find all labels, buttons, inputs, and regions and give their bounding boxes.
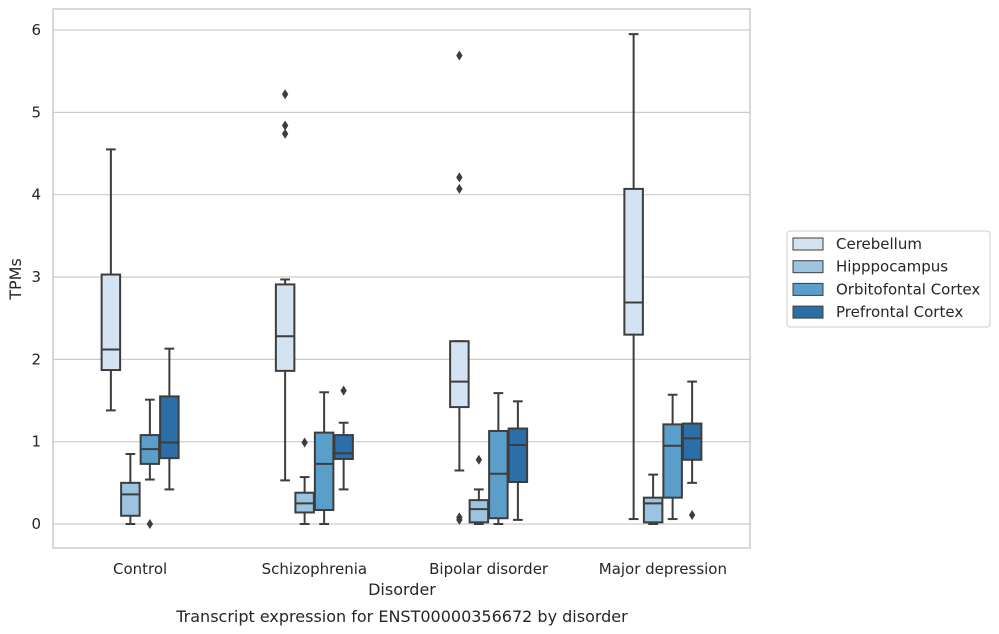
legend-label: Prefrontal Cortex [836,303,963,321]
outlier-point [456,50,463,61]
box-hipppocampus [468,454,490,525]
y-tick-label: 6 [31,21,41,39]
x-axis-ticks: Control Schizophrenia Bipolar disorder Majo… [113,560,727,578]
box-body [623,187,644,336]
y-axis-ticks: 0 1 2 3 4 5 6 [31,21,41,533]
box-prefrontal-cortex [681,380,703,520]
legend: Cerebellum Hipppocampus Orbitofontal Corte… [786,230,991,328]
x-tick-label: Bipolar disorder [429,560,549,578]
legend-label: Cerebellum [836,235,922,253]
box-prefrontal-cortex [159,347,180,491]
outlier-point [281,120,289,131]
y-tick-label: 1 [31,433,41,451]
box-body [642,496,664,524]
outlier-point [475,454,483,465]
box-body [449,340,470,409]
box-body [159,395,180,460]
box-prefrontal-cortex [507,400,529,521]
y-tick-label: 3 [31,268,41,286]
box-hipppocampus [642,473,664,525]
box-body [333,434,354,460]
box-orbitofontal-cortex [662,393,683,521]
outlier-point [456,172,463,183]
x-tick-label: Major depression [599,560,727,578]
x-tick-label: Control [113,560,167,578]
box-prefrontal-cortex [333,385,354,491]
outlier-point [456,183,463,194]
box-body [662,423,683,499]
box-body [274,283,296,372]
legend-frame [786,230,991,328]
box-body [313,431,335,512]
y-axis-title: TPMs [6,258,25,301]
outlier-point [688,509,696,520]
outlier-point [146,519,154,529]
y-tick-label: 5 [31,103,41,121]
box-body [507,427,529,484]
box-orbitofontal-cortex [313,391,335,525]
boxes [100,33,703,529]
box-orbitofontal-cortex [488,392,509,525]
outlier-point [456,512,463,523]
box-body [681,422,703,461]
box-cerebellum [100,148,122,412]
box-cerebellum [623,33,644,521]
legend-label: Hipppocampus [836,258,948,276]
box-cerebellum [449,50,470,525]
y-tick-label: 0 [31,515,41,533]
plot-area-frame [52,8,751,549]
legend-swatch [792,260,824,274]
x-axis-title: Disorder [368,580,436,599]
box-body [100,273,122,372]
box-hipppocampus [294,437,315,525]
chart-caption: Transcript expression for ENST0000035667… [175,607,628,626]
outlier-point [281,89,289,100]
y-tick-label: 2 [31,350,41,368]
outlier-point [301,437,308,448]
box-cerebellum [274,89,296,482]
outlier-point [340,385,347,396]
legend-swatch [792,237,824,251]
x-tick-label: Schizophrenia [262,560,367,578]
legend-swatch [792,305,824,319]
legend-swatch [792,282,824,296]
legend-label: Orbitofontal Cortex [836,280,980,298]
box-body [468,499,490,524]
box-orbitofontal-cortex [139,398,161,529]
outlier-point [281,128,289,139]
y-tick-label: 4 [31,186,41,204]
box-body [120,481,141,517]
box-hipppocampus [120,453,141,525]
